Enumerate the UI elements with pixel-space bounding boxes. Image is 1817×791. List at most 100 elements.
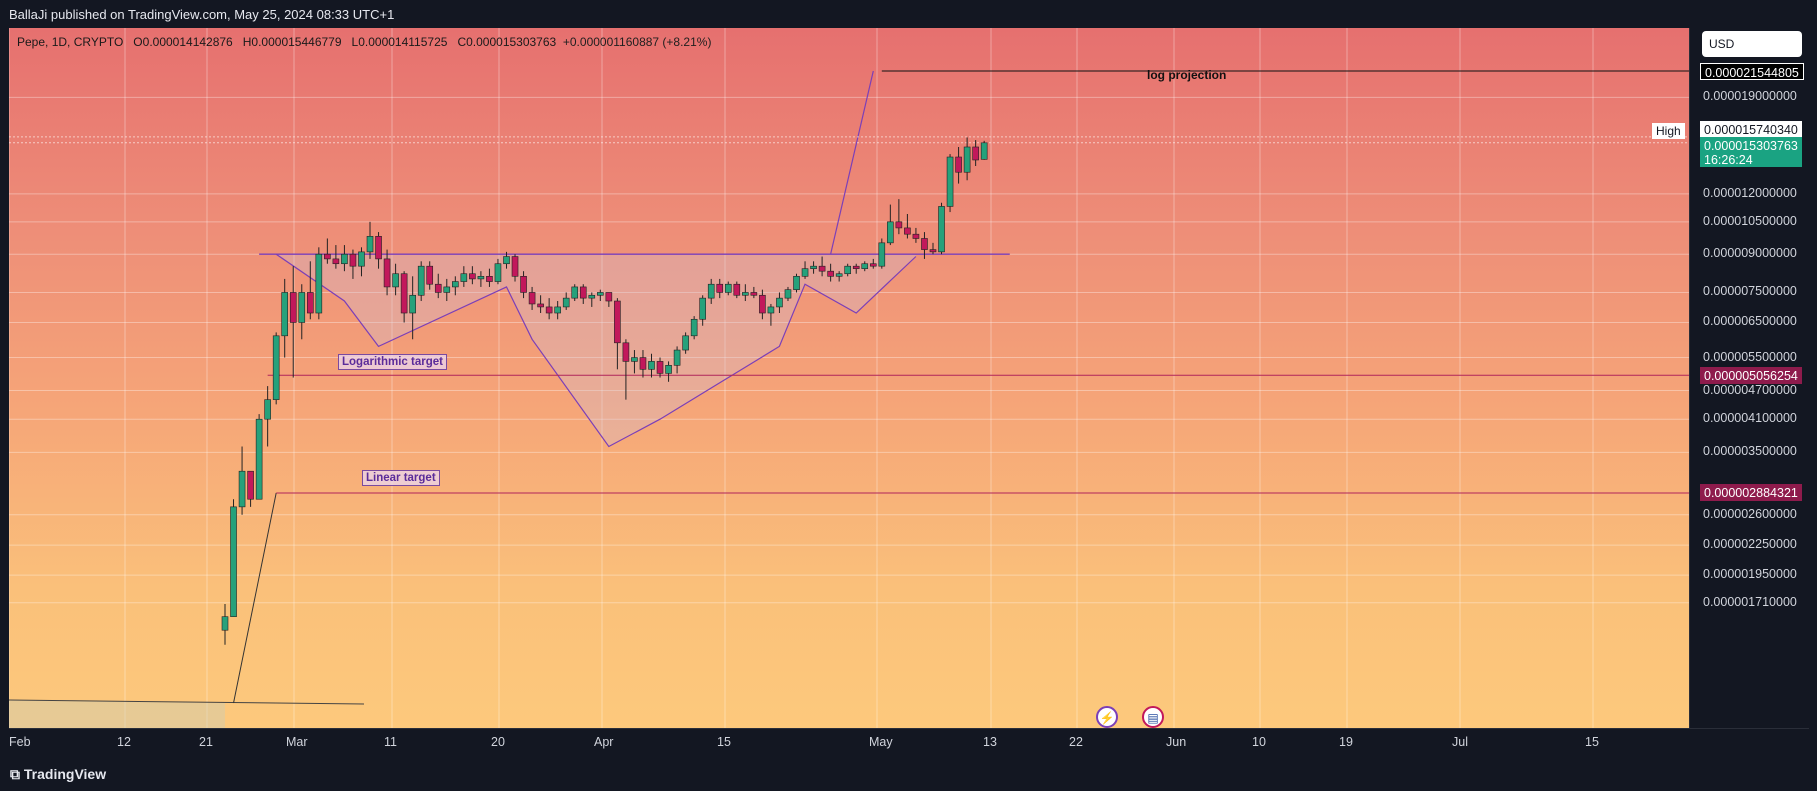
candle[interactable] [869,258,877,269]
candle[interactable] [887,204,894,246]
logarithmic-target-label[interactable]: Logarithmic target [338,354,447,370]
candle[interactable] [921,232,928,259]
candle[interactable] [733,281,741,299]
candle[interactable] [938,202,945,255]
candle[interactable] [579,284,587,304]
candle[interactable] [648,353,655,378]
candle[interactable] [614,298,621,370]
candle[interactable] [622,339,630,400]
candle[interactable] [904,213,911,239]
candle[interactable] [417,261,425,302]
candle[interactable] [631,350,638,374]
candle[interactable] [503,251,510,269]
candle[interactable] [221,603,229,645]
candle[interactable] [426,261,434,290]
candle[interactable] [955,146,962,184]
candle[interactable] [443,278,451,302]
candle[interactable] [255,414,263,500]
candle[interactable] [776,292,783,314]
linear-target-label[interactable]: Linear target [362,470,440,486]
tradingview-logo[interactable]: ⧉ TradingView [10,766,107,782]
candle[interactable] [912,227,920,243]
candle[interactable] [980,140,988,160]
candle[interactable] [861,261,869,272]
candle[interactable] [460,266,468,287]
candle[interactable] [358,247,365,277]
candle[interactable] [810,261,817,274]
candle[interactable] [972,140,979,167]
candle[interactable] [324,238,331,264]
candle[interactable] [349,249,357,279]
candle[interactable] [247,470,254,507]
candle[interactable] [929,242,937,255]
candle[interactable] [400,271,408,323]
candle[interactable] [835,271,843,282]
candle[interactable] [494,258,502,285]
lightning-event-icon[interactable]: ⚡ [1096,706,1118,728]
price-chart[interactable] [9,28,1689,728]
candle[interactable] [452,276,459,296]
candle[interactable] [818,256,826,277]
candle[interactable] [793,273,800,293]
candle[interactable] [946,154,954,213]
candle[interactable] [801,261,809,279]
candle[interactable] [366,221,374,259]
candle[interactable] [699,295,706,326]
candle[interactable] [341,245,348,272]
candle[interactable] [469,266,476,285]
candle[interactable] [315,247,323,320]
candle[interactable] [878,238,886,269]
candle[interactable] [724,281,732,296]
candle[interactable] [759,289,766,320]
chart-area[interactable]: Pepe, 1D, CRYPTO O0.000014142876 H0.0000… [9,28,1809,755]
candle[interactable] [332,245,340,269]
candle[interactable] [895,199,903,235]
candle[interactable] [750,286,758,299]
candle[interactable] [537,295,544,314]
candle[interactable] [477,271,485,287]
candle[interactable] [554,301,561,320]
currency-selector[interactable]: USD [1702,31,1802,57]
candle[interactable] [639,350,647,378]
us-flag-event-icon[interactable]: ▤ [1142,706,1164,728]
candle[interactable] [281,278,289,358]
candle[interactable] [434,273,442,299]
candle[interactable] [588,292,596,307]
candle[interactable] [682,332,689,354]
candle[interactable] [409,276,416,340]
candle[interactable] [742,284,749,302]
candle[interactable] [289,266,297,378]
candle[interactable] [375,232,382,269]
candle[interactable] [597,289,604,302]
candle[interactable] [272,332,280,405]
candle[interactable] [827,263,834,282]
candle[interactable] [238,446,246,515]
candle[interactable] [656,357,664,378]
candle[interactable] [673,346,681,374]
candle[interactable] [571,284,579,302]
candle[interactable] [298,284,306,340]
candle[interactable] [306,261,314,320]
candle[interactable] [264,386,271,447]
candle[interactable] [665,361,672,382]
candle[interactable] [520,271,527,299]
candle[interactable] [392,263,399,296]
candle[interactable] [486,268,493,287]
candle[interactable] [707,278,715,304]
candle[interactable] [767,303,775,326]
candle[interactable] [784,286,792,302]
log-projection-label[interactable]: log projection [1147,68,1227,82]
candle[interactable] [562,292,570,310]
candle[interactable] [963,137,971,181]
candle[interactable] [528,286,536,310]
candle[interactable] [690,316,698,340]
candle[interactable] [844,263,851,277]
time-axis[interactable] [9,728,1809,755]
candle[interactable] [511,254,519,282]
candle[interactable] [545,298,553,320]
candle[interactable] [230,499,237,617]
candle[interactable] [852,263,860,274]
candle[interactable] [716,278,724,299]
candle[interactable] [383,249,391,296]
candle[interactable] [605,292,613,307]
